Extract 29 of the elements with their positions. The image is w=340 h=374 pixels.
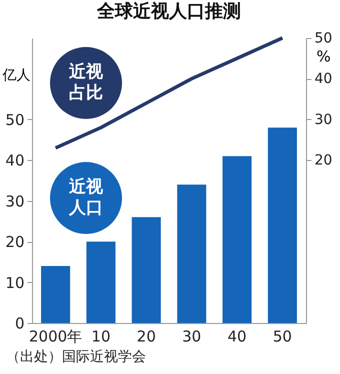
x-tick-label: 30 — [182, 328, 202, 346]
y-tick-label: 30 — [5, 192, 24, 210]
bar — [177, 184, 206, 323]
y-tick-label: 40 — [5, 152, 24, 170]
text: （出处）国际近视学会 — [6, 348, 146, 366]
bar — [268, 128, 297, 323]
series-label: 近视人口 — [68, 177, 104, 219]
y2-tick-label: 50 — [314, 30, 332, 46]
chart-title: 全球近视人口推测 — [96, 1, 241, 22]
bar — [222, 156, 252, 323]
bar — [41, 266, 70, 323]
line-series — [54, 36, 284, 150]
x-tick-label: 40 — [228, 328, 247, 346]
x-tick-label: 20 — [136, 328, 156, 346]
bar — [132, 217, 161, 323]
y2-tick-label: 40 — [314, 71, 332, 88]
series-label: 近视占比 — [68, 62, 104, 104]
y-tick-label: 20 — [5, 233, 24, 252]
x-tick-label: 10 — [91, 328, 110, 346]
y2-tick-label: 30 — [314, 112, 332, 128]
y-tick-label: 0 — [14, 314, 24, 332]
y2-tick-label: 20 — [314, 152, 332, 169]
y-tick-label: 50 — [5, 110, 24, 129]
x-tick-label: 50 — [272, 328, 292, 346]
y-tick-label: 10 — [5, 274, 24, 292]
y2-axis-title: % — [316, 48, 331, 66]
y-axis-title: 亿人 — [2, 68, 30, 84]
bar — [86, 242, 116, 323]
x-tick-label: 2000年 — [28, 328, 82, 346]
